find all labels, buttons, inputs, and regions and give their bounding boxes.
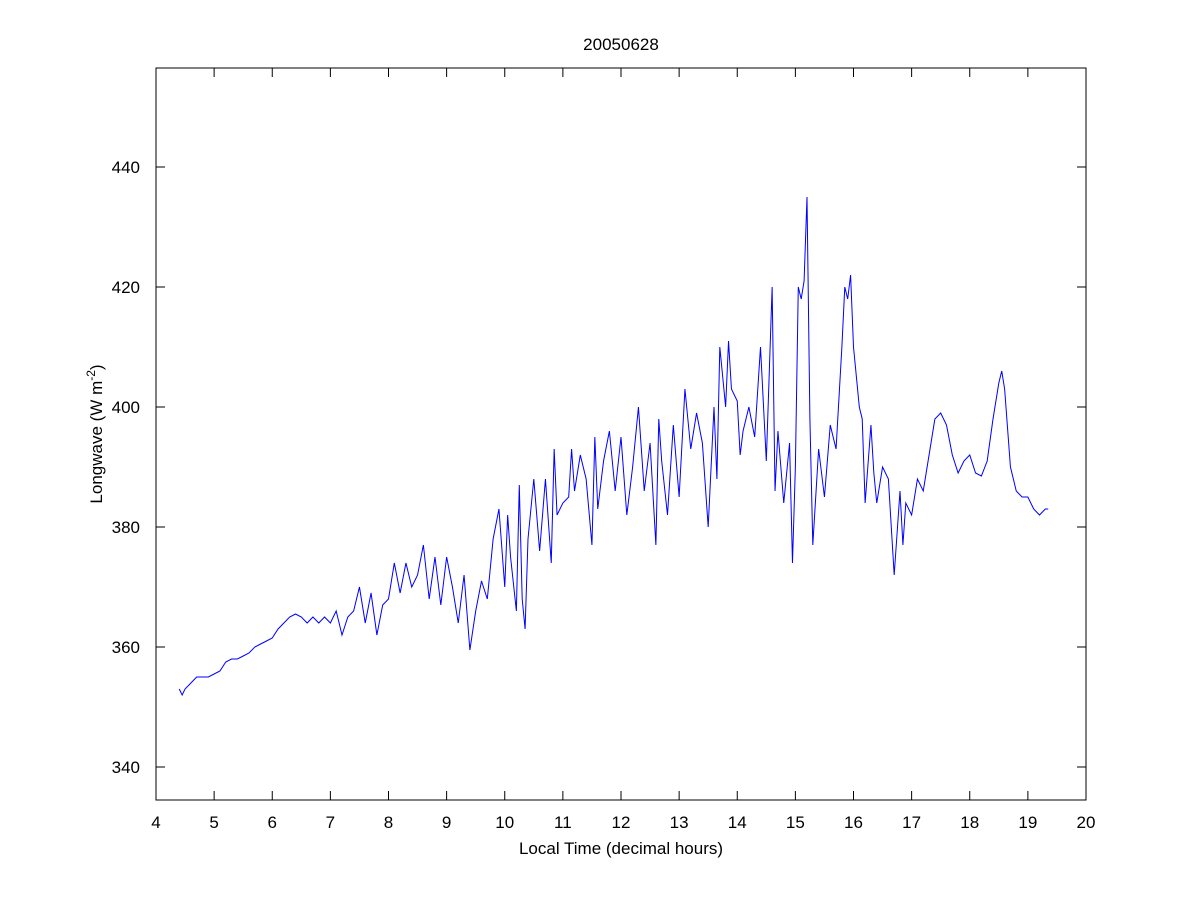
- y-tick-label: 400: [112, 398, 140, 417]
- x-tick-label: 19: [1018, 813, 1037, 832]
- x-tick-label: 15: [786, 813, 805, 832]
- x-tick-label: 8: [384, 813, 393, 832]
- y-axis-label-main: Longwave (W m: [87, 381, 106, 504]
- y-tick-label: 440: [112, 158, 140, 177]
- y-tick-label: 380: [112, 518, 140, 537]
- y-axis-label-suffix: ): [87, 364, 106, 370]
- x-tick-label: 11: [554, 813, 572, 832]
- x-tick-label: 9: [442, 813, 451, 832]
- x-tick-label: 12: [612, 813, 631, 832]
- x-tick-label: 7: [326, 813, 335, 832]
- x-tick-label: 6: [268, 813, 277, 832]
- plot-area: [156, 68, 1086, 800]
- x-tick-label: 16: [844, 813, 863, 832]
- x-tick-label: 18: [960, 813, 979, 832]
- x-tick-label: 17: [902, 813, 921, 832]
- y-tick-label: 360: [112, 638, 140, 657]
- y-tick-label: 420: [112, 278, 140, 297]
- x-tick-label: 10: [495, 813, 514, 832]
- x-tick-label: 13: [670, 813, 689, 832]
- x-tick-label: 14: [728, 813, 747, 832]
- axes-box: [155, 67, 1087, 801]
- x-tick-label: 4: [151, 813, 160, 832]
- x-axis-label: Local Time (decimal hours): [519, 839, 723, 858]
- y-axis-label: Longwave (W m-2): [84, 364, 106, 503]
- x-tick-label: 20: [1077, 813, 1096, 832]
- y-axis-label-superscript: -2: [84, 370, 98, 381]
- x-tick-label: 5: [209, 813, 218, 832]
- data-line: [178, 196, 1049, 697]
- chart-title: 20050628: [583, 35, 659, 54]
- y-tick-label: 340: [112, 758, 140, 777]
